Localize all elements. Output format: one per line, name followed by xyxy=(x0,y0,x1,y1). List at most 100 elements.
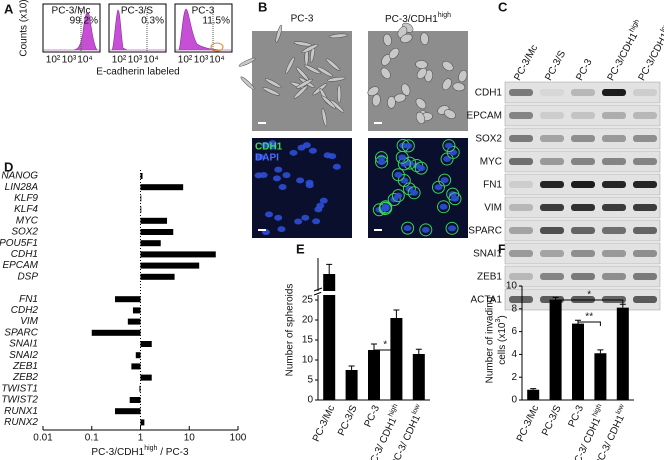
bar xyxy=(549,299,562,400)
cell xyxy=(301,44,319,53)
histogram-frame xyxy=(108,3,167,53)
panel-letter: F xyxy=(498,241,506,256)
x-tick-label: PC-3/S xyxy=(336,403,360,437)
nucleus xyxy=(439,203,448,210)
gate-percent: 0.3% xyxy=(141,16,164,27)
column-label-part: low xyxy=(660,20,664,33)
x-tick-label: PC-3 xyxy=(363,403,383,429)
blot-band xyxy=(540,158,564,165)
x-tick-label: PC-3 xyxy=(567,403,587,429)
cell xyxy=(337,84,342,104)
nucleus xyxy=(444,142,453,149)
x-tick-label: 10² xyxy=(178,55,193,66)
gene-label: DSP xyxy=(17,271,38,282)
gene-label: LIN28A xyxy=(5,182,39,193)
y-tick-label: 0 xyxy=(511,395,517,406)
x-tick-label: PC-3/Mc xyxy=(311,404,337,444)
nucleus xyxy=(268,140,277,147)
blot-band xyxy=(602,204,626,211)
x-axis-label: E-cadherin labeled xyxy=(96,67,179,78)
significance-bracket xyxy=(555,299,624,304)
histogram-title: PC-3 xyxy=(192,6,215,17)
panel-letter: C xyxy=(498,0,508,14)
blot-band xyxy=(602,181,626,188)
x-axis-label-part: / PC-3 xyxy=(157,447,189,458)
gene-label: SNAI2 xyxy=(9,350,38,361)
gene-label: ZEB1 xyxy=(12,361,38,372)
blot-band xyxy=(540,204,564,211)
blot-band xyxy=(602,158,626,165)
cdh1-ring xyxy=(437,200,451,214)
cell xyxy=(327,76,346,82)
blot-band xyxy=(571,273,595,280)
cell xyxy=(264,78,282,88)
gate-percent: 99.2% xyxy=(70,16,98,27)
y-axis-label: Number of spheroids xyxy=(285,284,296,377)
bar xyxy=(140,217,168,224)
significance-bracket xyxy=(373,349,397,354)
panel-letter: D xyxy=(4,159,13,174)
cell xyxy=(325,58,341,71)
row-label: FN1 xyxy=(483,180,502,191)
x-tick-label: 10⁴ xyxy=(77,55,92,66)
bar xyxy=(594,353,607,400)
blot-band xyxy=(509,89,533,96)
cdh1-ring xyxy=(402,182,416,196)
error-bar xyxy=(348,365,355,370)
column-label: PC-3/Mc xyxy=(512,43,540,83)
error-bar xyxy=(597,349,604,354)
cell xyxy=(275,24,283,43)
cell xyxy=(285,56,295,74)
gene-label: SPARC xyxy=(4,327,38,338)
nucleus xyxy=(410,189,419,196)
blot-band xyxy=(602,135,626,142)
nucleus xyxy=(434,184,443,191)
blot-band xyxy=(602,227,626,234)
cell xyxy=(383,33,392,47)
cell xyxy=(387,96,396,109)
blot-band xyxy=(633,112,657,119)
row-label: MYC xyxy=(480,157,502,168)
cell xyxy=(400,33,413,43)
y-tick-label: 10 xyxy=(506,281,518,292)
cell xyxy=(316,66,333,77)
cell xyxy=(415,60,428,69)
blot-band xyxy=(602,250,626,257)
error-bar xyxy=(415,348,422,354)
bar xyxy=(140,341,152,347)
cell xyxy=(295,66,309,81)
nucleus xyxy=(282,172,291,179)
error-bar xyxy=(619,303,626,308)
panel-letter: B xyxy=(258,0,267,14)
cell xyxy=(444,109,456,119)
bar xyxy=(140,184,184,191)
bar xyxy=(616,307,629,400)
blot-band xyxy=(571,135,595,142)
y-axis-label: Number of invading xyxy=(485,297,496,384)
nucleus xyxy=(294,218,303,225)
x-axis-label-part: high xyxy=(144,445,157,452)
cell xyxy=(415,111,425,125)
y-axis-label-part: ) xyxy=(497,315,508,318)
cell xyxy=(442,61,454,72)
x-tick-label: 0.1 xyxy=(85,433,99,444)
histogram xyxy=(109,9,166,51)
nucleus xyxy=(265,211,274,218)
y-tick-label: 6 xyxy=(511,326,517,337)
bar xyxy=(140,374,152,381)
blot-strip xyxy=(504,127,661,150)
bar xyxy=(140,173,143,179)
bar xyxy=(140,195,142,202)
blot-band xyxy=(540,227,564,234)
cdh1-ring xyxy=(407,186,421,200)
nucleus xyxy=(377,158,386,165)
blot-band xyxy=(571,250,595,257)
row-label: SPARC xyxy=(468,226,502,237)
nucleus xyxy=(301,214,310,221)
histogram-title: PC-3/Mc xyxy=(52,6,91,17)
row-label: EPCAM xyxy=(466,111,502,122)
cell xyxy=(442,78,452,91)
gene-label: VIM xyxy=(20,316,38,327)
bar xyxy=(139,385,141,392)
bar xyxy=(572,323,584,400)
